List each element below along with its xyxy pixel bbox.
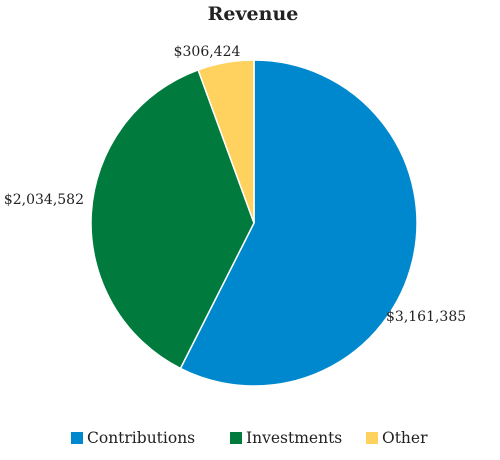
legend-swatch-other (366, 432, 378, 444)
chart-legend: Contributions Investments Other (71, 429, 428, 447)
data-label-other: $306,424 (174, 44, 241, 60)
legend-label-other: Other (382, 429, 428, 447)
chart-title: Revenue (208, 3, 299, 25)
legend-swatch-investments (230, 432, 242, 444)
pie-slice-contributions (179, 59, 418, 387)
pie-slices (90, 59, 418, 387)
pie-slice-investments (90, 68, 255, 370)
legend-label-contributions: Contributions (87, 429, 195, 447)
pie-slice-other (197, 59, 255, 224)
data-label-investments: $2,034,582 (4, 192, 84, 208)
data-label-contributions: $3,161,385 (386, 309, 466, 325)
pie-data-labels: $3,161,385 $2,034,582 $306,424 (4, 44, 466, 325)
legend-swatch-contributions (71, 432, 83, 444)
legend-label-investments: Investments (246, 429, 342, 447)
